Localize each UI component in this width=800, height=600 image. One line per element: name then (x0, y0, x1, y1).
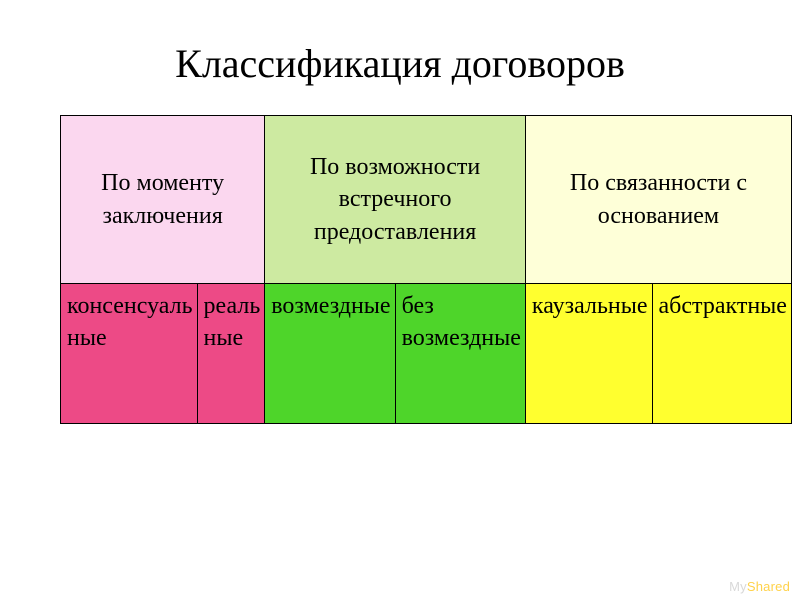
sub-cell-3: возмездные (265, 284, 395, 424)
watermark: MyShared (729, 579, 790, 594)
header-cell-3: По связанности с основанием (525, 116, 791, 284)
header-cell-2: По возможности встречного предоставления (265, 116, 526, 284)
sub-cell-5: каузальные (525, 284, 652, 424)
slide-content: Классификация договоров По моменту заклю… (0, 0, 800, 484)
sub-cell-6: абстрактные (652, 284, 791, 424)
slide-title: Классификация договоров (60, 40, 740, 87)
header-cell-1: По моменту заключения (61, 116, 265, 284)
watermark-prefix: My (729, 579, 747, 594)
sub-cell-2: реаль ные (197, 284, 265, 424)
classification-table: По моменту заключения По возможности вст… (60, 115, 792, 424)
sub-cell-1: консенсуаль ные (61, 284, 198, 424)
sub-cell-4: без возмездные (395, 284, 525, 424)
watermark-suffix: Shared (747, 579, 790, 594)
table-header-row: По моменту заключения По возможности вст… (61, 116, 792, 284)
table-sub-row: консенсуаль ные реаль ные возмездные без… (61, 284, 792, 424)
